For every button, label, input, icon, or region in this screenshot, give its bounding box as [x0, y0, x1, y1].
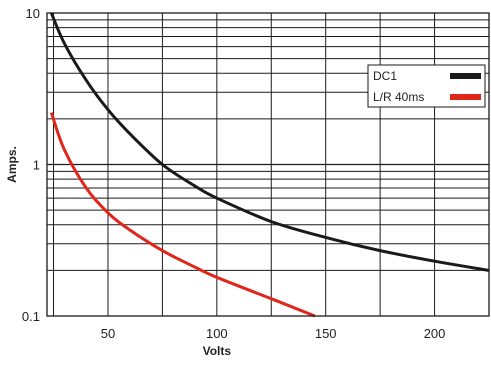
y-axis-title: Amps. — [5, 146, 19, 183]
x-tick-label: 50 — [101, 326, 115, 341]
series-line-l-r-40ms — [49, 112, 316, 318]
grid-lines — [47, 13, 489, 316]
tick-labels: 50 100 150 200 0.1 1 10 — [22, 6, 445, 341]
y-tick-label: 1 — [33, 158, 40, 173]
series-line-dc1 — [50, 12, 490, 272]
legend-label-lr-40ms: L/R 40ms — [373, 90, 424, 104]
series-lines — [49, 12, 490, 318]
y-tick-label: 0.1 — [22, 309, 40, 324]
plot-frame — [46, 12, 490, 317]
legend: DC1 L/R 40ms — [367, 64, 486, 108]
x-tick-label: 200 — [424, 326, 446, 341]
y-tick-label: 10 — [26, 6, 40, 21]
x-axis-title: Volts — [203, 344, 232, 358]
x-tick-label: 150 — [315, 326, 337, 341]
legend-label-dc1: DC1 — [373, 69, 397, 83]
x-tick-label: 100 — [206, 326, 228, 341]
